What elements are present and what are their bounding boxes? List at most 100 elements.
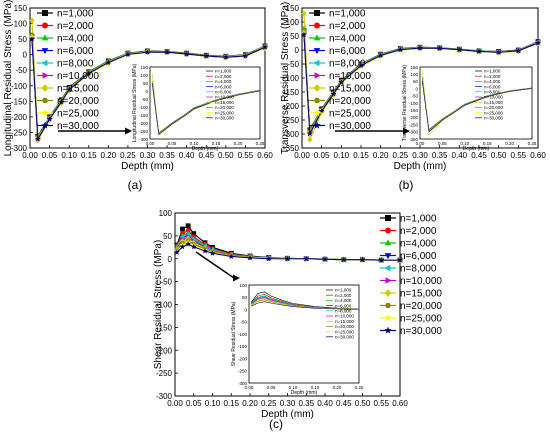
- y-axis-label: Transverse Residual Stress (MPa): [280, 2, 291, 154]
- data-point: [377, 52, 384, 58]
- inset-y-axis-label: Longitudinal Residual Stress (MPa): [132, 63, 138, 142]
- legend-entry: n=20,000: [329, 96, 371, 107]
- legend-marker: [314, 22, 320, 29]
- y-tick-label: -150: [156, 323, 173, 332]
- inset-y-tick-label: 50: [242, 295, 248, 300]
- y-tick-label: -200: [156, 346, 173, 355]
- legend-marker: [41, 84, 49, 92]
- inset-x-tick-label: 0.00: [245, 385, 254, 390]
- data-point: [247, 254, 253, 261]
- y-tick-label: 100: [14, 20, 28, 29]
- y-tick-label: 50: [163, 232, 172, 241]
- inset-y-tick-label: -250: [409, 122, 419, 127]
- data-point: [495, 49, 502, 55]
- y-tick-label: 150: [14, 4, 28, 13]
- legend-entry: n=20,000: [57, 96, 99, 107]
- inset-y-tick-label: -100: [409, 101, 419, 106]
- x-tick-label: 0.55: [373, 399, 389, 408]
- inset-legend-entry: n=6,000: [215, 84, 232, 89]
- legend-entry: n=10,000: [329, 71, 371, 82]
- inset-legend-entry: n=4,000: [335, 298, 352, 303]
- x-tick-label: 0.15: [81, 151, 97, 160]
- legend-marker: [384, 264, 391, 272]
- legend-marker: [385, 277, 392, 284]
- y-tick-label: 0: [168, 255, 173, 264]
- x-tick-label: 0.60: [530, 151, 546, 160]
- inset-legend-entry: n=1,000: [484, 69, 501, 74]
- inset-x-tick-label: 0.00: [416, 141, 425, 146]
- y-tick-label: 100: [159, 209, 173, 218]
- panel-b: 0.00 0.05 0.10 0.15 0.20 0.25 0.30 0.35 0.40 0.45…: [280, 2, 546, 192]
- data-point: [378, 257, 385, 263]
- x-axis-label: Depth (mm): [394, 161, 447, 172]
- inset-legend-entry: n=30,000: [335, 335, 354, 340]
- inset-x-tick-label: 0.15: [212, 141, 221, 146]
- y-tick-label: -300: [156, 392, 173, 401]
- inset-y-tick-label: -150: [409, 108, 419, 113]
- legend-entry: n=8,000: [329, 59, 366, 70]
- data-point: [358, 62, 364, 68]
- inset-y-tick-label: -250: [238, 369, 248, 374]
- inset-legend-entry: n=2,000: [215, 74, 232, 79]
- inset-x-tick-label: 0.10: [460, 141, 469, 146]
- y-axis-label: Shear Residual Stress (MPa): [153, 240, 164, 370]
- y-tick-label: -200: [283, 102, 300, 111]
- inset-y-tick-label: 50: [143, 81, 149, 86]
- legend-entry: n=30,000: [57, 121, 99, 132]
- legend-marker: [41, 34, 49, 41]
- legend-entry: n=6,000: [57, 46, 94, 57]
- data-point: [85, 70, 92, 76]
- y-tick-label: 150: [286, 4, 300, 13]
- data-point: [359, 256, 366, 263]
- data-point: [301, 31, 307, 38]
- legend-entry: n=4,000: [57, 34, 94, 45]
- inset-legend-entry: n=15,000: [335, 319, 354, 324]
- legend-marker: [384, 253, 392, 260]
- inset-legend-entry: n=20,000: [335, 324, 354, 329]
- x-tick-label: 0.25: [120, 151, 136, 160]
- y-tick-label: -300: [283, 130, 300, 139]
- inset-y-tick-label: -300: [139, 137, 149, 142]
- data-point: [222, 54, 229, 60]
- inset-y-tick-label: -200: [238, 356, 248, 361]
- data-point: [164, 49, 171, 55]
- inset-legend-entry: n=1,000: [215, 69, 232, 74]
- inset-frame: [419, 66, 533, 140]
- legend-entry: n=4,000: [400, 239, 437, 250]
- inset-x-axis-label: Depth (mm): [192, 146, 219, 152]
- y-tick-label: -50: [160, 278, 172, 287]
- inset-x-tick-label: 0.10: [289, 385, 298, 390]
- inset-legend-entry: n=6,000: [335, 303, 352, 308]
- inset-x-axis-label: Depth (mm): [291, 390, 318, 396]
- inset-chart: 0.00 0.05 0.10 0.15 0.20 0.25 -300 -250 -200 -150…: [231, 283, 364, 396]
- legend-entry: n=8,000: [57, 59, 94, 70]
- y-axis-label: Longitudinal Residual Stress (MPa): [3, 0, 14, 156]
- y-tick-label: 0: [295, 46, 300, 55]
- y-tick-label: 50: [18, 35, 27, 44]
- legend-entry: n=10,000: [57, 71, 99, 82]
- series-line: [176, 243, 400, 261]
- data-point: [185, 231, 191, 237]
- legend-marker: [314, 10, 320, 16]
- legend-entry: n=30,000: [329, 121, 371, 132]
- inset-y-tick-label: -150: [238, 344, 248, 349]
- legend-entry: n=6,000: [329, 46, 366, 57]
- inset-y-tick-label: -300: [238, 381, 248, 386]
- legend-entry: n=15,000: [57, 84, 99, 95]
- inset-legend-entry: n=8,000: [215, 90, 232, 95]
- x-axis-label: Depth (mm): [261, 409, 314, 420]
- inset-legend-entry: n=2,000: [335, 293, 352, 298]
- legend-marker: [41, 59, 48, 67]
- inset-legend-entry: n=30,000: [484, 116, 503, 121]
- legend-entry: n=10,000: [400, 276, 442, 287]
- data-point: [476, 48, 482, 54]
- inset-legend-entry: n=30,000: [215, 116, 234, 121]
- data-point: [202, 247, 208, 254]
- x-tick-label: 0.60: [392, 399, 408, 408]
- legend-marker: [313, 121, 321, 129]
- inset-y-tick-label: 100: [140, 73, 148, 78]
- inset-y-tick-label: 100: [410, 72, 418, 77]
- data-point: [397, 46, 404, 53]
- x-tick-label: 0.55: [238, 151, 254, 160]
